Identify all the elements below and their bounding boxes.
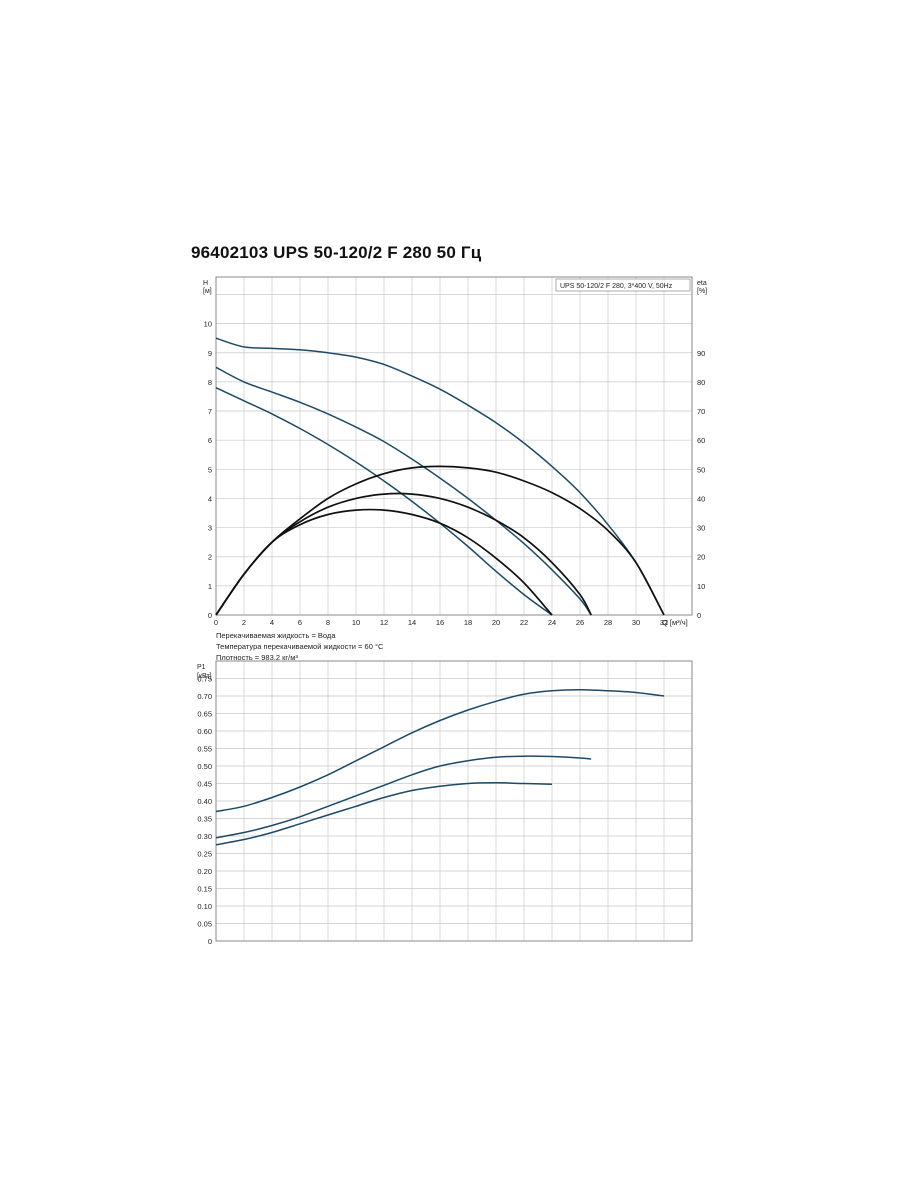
y2-tick-label: 30 [697, 524, 705, 533]
y-tick-label: 0.05 [197, 920, 212, 929]
y-tick-label: 0.45 [197, 780, 212, 789]
y-tick-label: 0.25 [197, 850, 212, 859]
y-axis-label: H [203, 280, 208, 287]
x-tick-label: 14 [408, 618, 416, 627]
head-curve [215, 387, 553, 616]
x-axis-label: Q [м³/ч] [662, 618, 688, 627]
y-tick-label: 0.60 [197, 727, 212, 736]
y2-tick-label: 40 [697, 494, 705, 503]
y2-axis-label: [%] [697, 288, 707, 295]
head-grid [215, 277, 693, 616]
y-tick-label: 4 [208, 494, 212, 503]
x-tick-label: 22 [520, 618, 528, 627]
y-axis-label: [м] [203, 288, 212, 295]
y-tick-label: 0.65 [197, 710, 212, 719]
power-series [215, 688, 665, 846]
y-tick-label: 0 [208, 611, 212, 620]
y2-tick-label: 90 [697, 349, 705, 358]
y-tick-label: 3 [208, 524, 212, 533]
power-curve [215, 755, 592, 839]
head-curve [215, 366, 592, 616]
y2-tick-label: 50 [697, 465, 705, 474]
x-tick-label: 18 [464, 618, 472, 627]
head-series [215, 337, 665, 616]
x-tick-label: 32 [660, 618, 668, 627]
y-tick-label: 0.10 [197, 902, 212, 911]
head-ticks: 0 2 4 6 8 10 12 14 16 18 20 22 24 26 28 30 3201234567891… [204, 320, 706, 627]
x-tick-label: 4 [270, 618, 274, 627]
y-tick-label: 0.15 [197, 885, 212, 894]
x-tick-label: 2 [242, 618, 246, 627]
y-tick-label: 0.70 [197, 692, 212, 701]
x-tick-label: 30 [632, 618, 640, 627]
y-tick-label: 0 [208, 937, 212, 946]
y-tick-label: 2 [208, 553, 212, 562]
y-tick-label: 0.35 [197, 815, 212, 824]
power-ticks: 0 0.05 0.10 0.15 0.20 0.25 0.30 0.35 0.40 0.45 0.5… [197, 675, 212, 947]
y2-tick-label: 0 [697, 611, 701, 620]
y2-tick-label: 20 [697, 553, 705, 562]
y-tick-label: 5 [208, 465, 212, 474]
y-tick-label: 10 [204, 320, 212, 329]
y-tick-label: 0.40 [197, 797, 212, 806]
y2-tick-label: 80 [697, 378, 705, 387]
y-tick-label: 6 [208, 436, 212, 445]
fluid-note: Температура перекачиваемой жидкости = 60… [216, 642, 384, 651]
power-labels: P1 [кВт] [197, 664, 212, 680]
head-labels: H[м] eta[%] Q [м³/ч] UPS 50-120/2 F 280, 3*… [203, 278, 707, 627]
y-tick-label: 0.50 [197, 762, 212, 771]
head-curve [215, 337, 665, 616]
fluid-note: Перекачиваемая жидкость = Вода [216, 631, 336, 640]
power-curve [215, 688, 665, 813]
eta-curve [215, 508, 553, 616]
y-tick-label: 1 [208, 582, 212, 591]
y2-axis-label: eta [697, 280, 707, 287]
x-tick-label: 6 [298, 618, 302, 627]
y-tick-label: 0.20 [197, 867, 212, 876]
fluid-notes: Перекачиваемая жидкость = Вода Температу… [216, 630, 383, 663]
y-axis-label: [кВт] [197, 673, 212, 680]
y-tick-label: 9 [208, 349, 212, 358]
legend: UPS 50-120/2 F 280, 3*400 V, 50Hz [555, 278, 691, 292]
y-axis-label: P1 [197, 664, 206, 671]
y2-tick-label: 70 [697, 407, 705, 416]
x-tick-label: 10 [352, 618, 360, 627]
x-tick-label: 28 [604, 618, 612, 627]
page-title: 96402103 UPS 50-120/2 F 280 50 Гц [191, 243, 482, 262]
legend-text: UPS 50-120/2 F 280, 3*400 V, 50Hz [560, 283, 673, 290]
x-tick-label: 24 [548, 618, 556, 627]
x-tick-label: 26 [576, 618, 584, 627]
legend-box [555, 278, 691, 292]
power-grid [215, 661, 693, 942]
x-tick-label: 12 [380, 618, 388, 627]
power-frame [215, 660, 693, 942]
y-tick-label: 0.30 [197, 832, 212, 841]
y-tick-label: 7 [208, 407, 212, 416]
y2-tick-label: 10 [697, 582, 705, 591]
plot-frame [215, 660, 693, 942]
y-tick-label: 0.75 [197, 675, 212, 684]
head-frame [215, 276, 693, 616]
x-tick-label: 8 [326, 618, 330, 627]
power-curve [215, 782, 553, 846]
x-tick-label: 16 [436, 618, 444, 627]
eta-curve [215, 492, 592, 616]
y-tick-label: 0.55 [197, 745, 212, 754]
plot-frame [215, 276, 693, 616]
y-tick-label: 8 [208, 378, 212, 387]
x-tick-label: 20 [492, 618, 500, 627]
x-tick-label: 0 [214, 618, 218, 627]
eta-curve [215, 465, 665, 616]
y2-tick-label: 60 [697, 436, 705, 445]
fluid-note: Плотность = 983.2 кг/м³ [216, 653, 298, 662]
